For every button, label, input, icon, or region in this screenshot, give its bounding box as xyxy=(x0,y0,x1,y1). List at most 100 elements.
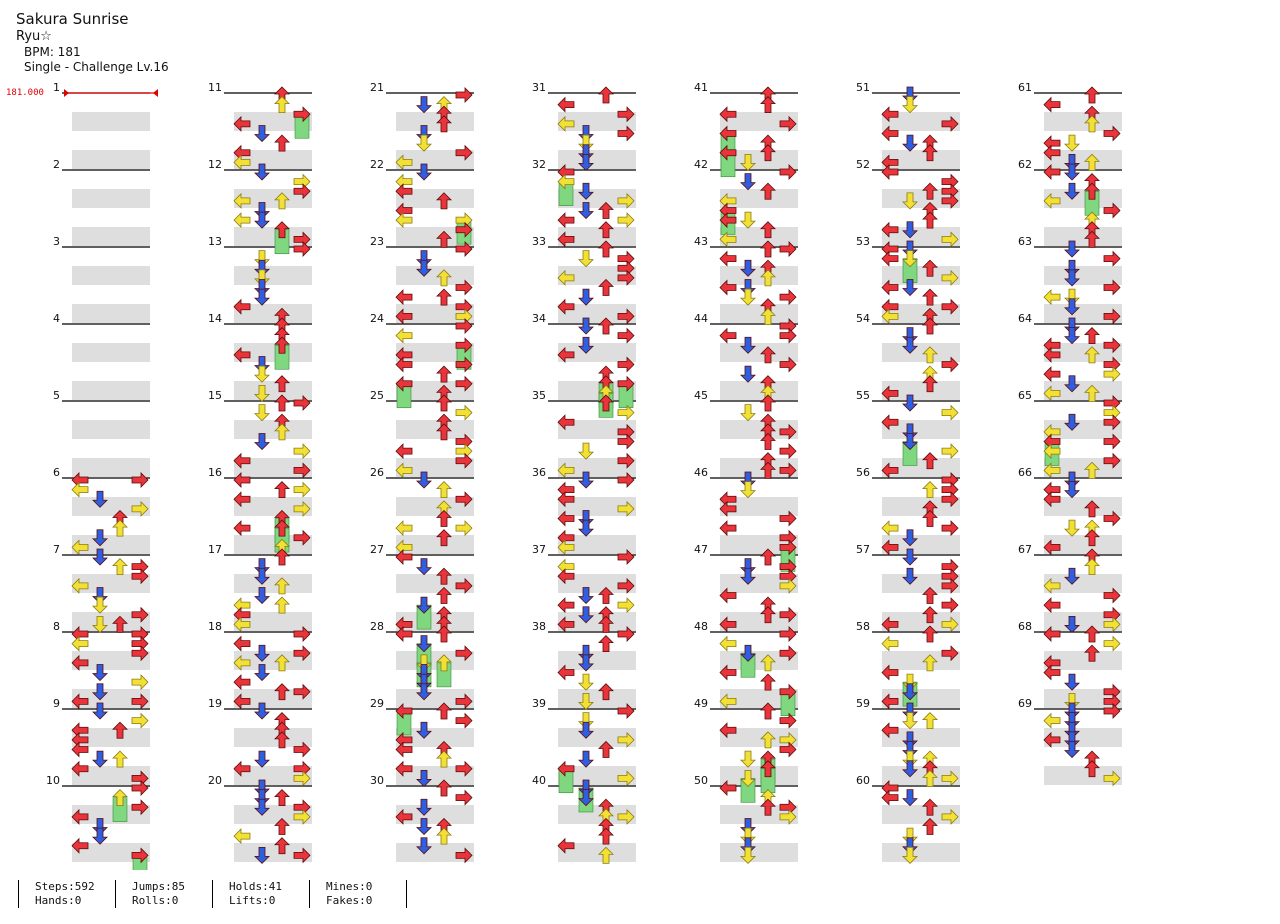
beat-band xyxy=(720,497,798,516)
down-arrow-icon xyxy=(416,96,432,114)
measure-35: 35 xyxy=(532,389,636,477)
beat-band xyxy=(1044,458,1122,477)
beat-band xyxy=(72,420,150,439)
right-arrow-icon xyxy=(779,328,797,344)
measure-34: 34 xyxy=(532,312,636,400)
down-arrow-icon xyxy=(740,211,756,229)
measure-40: 40 xyxy=(532,774,636,862)
beat-band xyxy=(72,689,150,708)
measure-27: 27 xyxy=(370,543,474,631)
beat-band xyxy=(396,843,474,862)
up-arrow-icon xyxy=(598,635,614,653)
beat-band xyxy=(72,574,150,593)
measure-63: 63 xyxy=(1018,235,1122,323)
measure-12: 12 xyxy=(208,158,312,246)
beat-band xyxy=(558,843,636,862)
beat-band xyxy=(72,381,150,400)
left-arrow-icon xyxy=(395,443,413,459)
beat-band xyxy=(558,651,636,670)
right-arrow-icon xyxy=(941,520,959,536)
measure-1: 1 xyxy=(53,81,150,169)
measure-notes-55 xyxy=(881,394,959,478)
left-arrow-icon xyxy=(719,520,737,536)
measure-2: 2 xyxy=(53,158,150,246)
beat-band xyxy=(396,112,474,131)
left-arrow-icon xyxy=(1043,713,1061,729)
beat-band xyxy=(1044,420,1122,439)
beat-band xyxy=(396,381,474,400)
right-arrow-icon xyxy=(293,443,311,459)
down-arrow-icon xyxy=(416,558,432,576)
right-arrow-icon xyxy=(941,443,959,459)
beat-band xyxy=(1044,150,1122,169)
measure-number: 41 xyxy=(694,81,708,94)
measure-notes-48 xyxy=(719,626,797,717)
beat-band xyxy=(396,458,474,477)
beat-band xyxy=(72,343,150,362)
stat-col-holds: Holds:41 Lifts:0 xyxy=(212,880,309,908)
measure-45: 45 xyxy=(694,389,798,477)
left-arrow-icon xyxy=(395,520,413,536)
right-arrow-icon xyxy=(941,559,959,575)
measure-number: 67 xyxy=(1018,543,1032,556)
right-arrow-icon xyxy=(779,289,797,305)
beat-band xyxy=(882,728,960,747)
measure-55: 55 xyxy=(856,389,960,477)
beat-band xyxy=(234,304,312,323)
beat-band xyxy=(72,112,150,131)
stat-lifts: Lifts:0 xyxy=(229,894,276,907)
beat-band xyxy=(1044,612,1122,631)
beat-band xyxy=(882,651,960,670)
measure-notes-28 xyxy=(395,625,473,709)
left-arrow-icon xyxy=(1043,366,1061,382)
beat-band xyxy=(882,458,960,477)
beat-band xyxy=(558,304,636,323)
beat-band xyxy=(720,381,798,400)
right-arrow-icon xyxy=(131,674,149,690)
measure-67: 67 xyxy=(1018,543,1122,631)
measure-number: 48 xyxy=(694,620,708,633)
beat-band xyxy=(558,150,636,169)
left-arrow-icon xyxy=(557,559,575,575)
measure-number: 18 xyxy=(208,620,222,633)
beat-band xyxy=(720,266,798,285)
beat-band xyxy=(882,112,960,131)
measure-notes-22 xyxy=(395,163,473,248)
beat-band xyxy=(882,805,960,824)
bpm-change-label: 181.000 xyxy=(6,88,44,98)
measure-9: 9 xyxy=(53,697,150,785)
down-arrow-icon xyxy=(92,596,108,614)
left-arrow-icon xyxy=(233,636,251,652)
measure-number: 13 xyxy=(208,235,222,248)
beat-band xyxy=(1044,266,1122,285)
measure-number: 34 xyxy=(532,312,546,325)
left-arrow-icon xyxy=(233,520,251,536)
measure-number: 64 xyxy=(1018,312,1032,325)
measure-7: 7 xyxy=(53,543,150,631)
measure-33: 33 xyxy=(532,235,636,323)
measure-number: 61 xyxy=(1018,81,1032,94)
beat-band xyxy=(1044,112,1122,131)
right-arrow-icon xyxy=(455,405,473,421)
measure-62: 62 xyxy=(1018,158,1122,246)
measure-number: 25 xyxy=(370,389,384,402)
measure-notes-65 xyxy=(1043,395,1121,479)
beat-band xyxy=(396,689,474,708)
right-arrow-icon xyxy=(131,636,149,652)
up-arrow-icon xyxy=(598,827,614,845)
measure-number: 30 xyxy=(370,774,384,787)
down-arrow-icon xyxy=(1064,134,1080,152)
beat-band xyxy=(234,343,312,362)
measure-notes-49 xyxy=(719,702,797,803)
beat-band xyxy=(558,112,636,131)
right-arrow-icon xyxy=(941,405,959,421)
beat-band xyxy=(234,651,312,670)
up-arrow-icon xyxy=(1084,86,1100,104)
beat-band xyxy=(396,150,474,169)
down-arrow-icon xyxy=(902,789,918,807)
beat-band xyxy=(558,189,636,208)
beat-band xyxy=(396,535,474,554)
down-arrow-icon xyxy=(578,750,594,768)
right-arrow-icon xyxy=(617,328,635,344)
measure-notes-40 xyxy=(557,779,635,864)
